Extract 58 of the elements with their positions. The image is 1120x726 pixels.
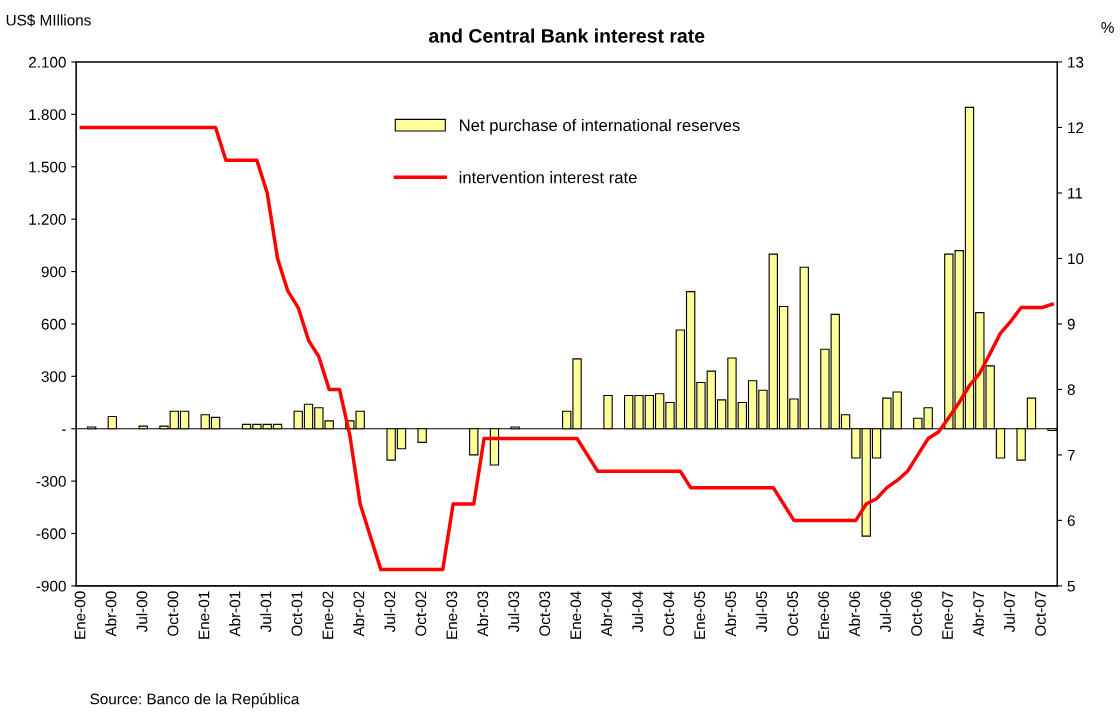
x-tick-label: Jul-06 <box>879 591 891 633</box>
source-note: Source: Banco de la República <box>90 692 300 708</box>
x-tick-label: Oct-01 <box>291 591 303 636</box>
x-tick-label: Abr-00 <box>105 591 117 637</box>
x-tick-label: Jul-04 <box>631 591 644 633</box>
x-tick-label: Ene-04 <box>570 591 582 639</box>
x-tick-label: Jul-05 <box>755 591 768 633</box>
y-tick-label: -900 <box>36 580 66 592</box>
y2-tick-label: 9 <box>1067 318 1075 330</box>
legend-label: Net purchase of international reserves <box>460 118 740 135</box>
y2-tick-label: 7 <box>1067 449 1075 461</box>
x-tick-label: Jul-02 <box>384 591 396 633</box>
y-tick-label: -300 <box>36 475 66 487</box>
x-tick-label: Oct-07 <box>1035 591 1046 636</box>
x-tick-label: Oct-06 <box>911 591 922 636</box>
x-tick-label: Abr-01 <box>229 591 241 637</box>
y-tick-label: - <box>62 429 66 431</box>
x-tick-label: Oct-03 <box>539 591 551 636</box>
y-tick-label: 1.200 <box>29 214 66 225</box>
y2-tick-label: 5 <box>1067 580 1075 592</box>
y2-tick-label: 8 <box>1067 384 1075 396</box>
y-tick-label: 300 <box>41 371 66 383</box>
x-tick-label: Oct-00 <box>167 591 179 636</box>
legend-label: intervention interest rate <box>459 171 637 184</box>
x-tick-label: Ene-07 <box>942 591 953 639</box>
y-tick-label: 900 <box>41 266 66 278</box>
y-tick-label: 1.500 <box>29 161 66 173</box>
x-tick-label: Ene-00 <box>74 591 86 639</box>
x-tick-label: Abr-02 <box>353 591 365 637</box>
x-tick-label: Abr-06 <box>848 591 860 637</box>
y-tick-label: 600 <box>41 318 66 330</box>
y-axis-title: US$ MIllions <box>6 14 91 27</box>
y2-tick-label: 12 <box>1068 122 1084 134</box>
x-tick-label: Abr-07 <box>972 591 984 637</box>
x-tick-label: Ene-03 <box>446 591 458 639</box>
x-tick-label: Jul-00 <box>136 591 148 633</box>
y2-axis-title: % <box>1101 22 1114 33</box>
x-tick-label: Oct-05 <box>787 591 799 636</box>
x-tick-label: Ene-02 <box>322 591 334 639</box>
x-tick-label: Oct-04 <box>663 591 675 636</box>
x-tick-label: Abr-03 <box>476 591 489 637</box>
x-tick-label: Ene-01 <box>198 591 210 639</box>
y2-tick-label: 13 <box>1068 56 1084 68</box>
x-tick-label: Abr-05 <box>724 591 737 637</box>
y-tick-label: 2.100 <box>28 56 66 68</box>
x-tick-label: Abr-04 <box>600 591 613 637</box>
x-tick-label: Jul-07 <box>1003 591 1015 633</box>
y2-tick-label: 10 <box>1068 253 1084 265</box>
x-tick-label: Oct-02 <box>415 591 427 636</box>
y2-tick-label: 11 <box>1068 188 1083 199</box>
y2-tick-label: 6 <box>1067 515 1075 527</box>
x-tick-label: Jul-01 <box>260 591 272 633</box>
chart-title: and Central Bank interest rate <box>428 28 705 43</box>
x-tick-label: Jul-03 <box>507 591 520 633</box>
x-tick-label: Ene-06 <box>818 591 830 639</box>
x-tick-label: Ene-05 <box>694 591 706 639</box>
y-tick-label: 1.800 <box>29 109 66 121</box>
y-tick-label: -600 <box>36 528 66 540</box>
